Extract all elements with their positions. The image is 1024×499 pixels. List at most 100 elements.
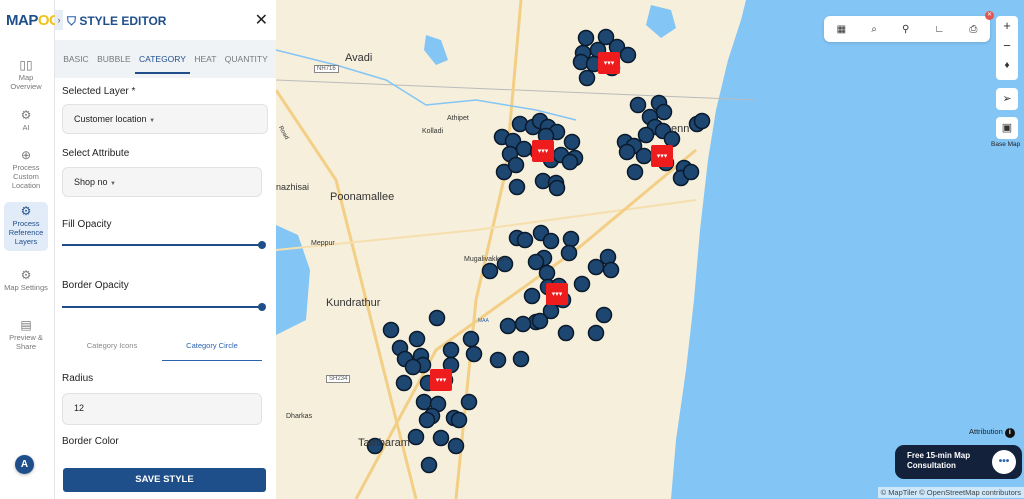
customer-location-marker[interactable]	[682, 163, 700, 181]
customer-location-marker[interactable]	[489, 351, 507, 369]
selected-layer-select[interactable]: Customer location ▼	[62, 104, 268, 134]
slider-handle[interactable]	[258, 241, 266, 249]
border-opacity-slider[interactable]	[62, 303, 266, 311]
zoom-in-button[interactable]: +	[1003, 18, 1011, 33]
shop-icon[interactable]	[651, 145, 673, 167]
customer-location-marker[interactable]	[462, 330, 480, 348]
customer-location-marker[interactable]	[420, 456, 438, 474]
customer-location-marker[interactable]	[465, 345, 483, 363]
customer-location-marker[interactable]	[404, 358, 422, 376]
customer-location-marker[interactable]	[562, 230, 580, 248]
tab-quantity[interactable]: QUANTITY	[224, 54, 268, 64]
avatar[interactable]: A	[15, 455, 34, 474]
customer-location-marker[interactable]	[563, 133, 581, 151]
map-canvas[interactable]: ▾▾▾ ▾▾▾ ▾▾▾ ▾▾▾ ▾▾▾ Avadi NH716 Athipet Koll…	[276, 0, 1024, 499]
customer-location-marker[interactable]	[382, 321, 400, 339]
pin-icon[interactable]: ⚲	[901, 23, 910, 35]
tab-heat[interactable]: HEAT	[194, 54, 217, 64]
customer-location-marker[interactable]	[561, 153, 579, 171]
customer-location-marker[interactable]	[516, 231, 534, 249]
customer-location-marker[interactable]	[407, 428, 425, 446]
subtab-category-circle[interactable]: Category Circle	[162, 335, 262, 361]
customer-location-marker[interactable]	[428, 309, 446, 327]
customer-location-marker[interactable]	[508, 178, 526, 196]
attribution-button[interactable]: Attribution i	[969, 427, 1015, 438]
customer-location-marker[interactable]	[595, 306, 613, 324]
consultation-button[interactable]: Free 15-min Map Consultation •••	[895, 445, 1022, 479]
customer-location-marker[interactable]	[587, 324, 605, 342]
tab-category[interactable]: CATEGORY	[135, 40, 190, 78]
tab-basic[interactable]: BASIC	[63, 54, 89, 64]
fill-opacity-slider[interactable]	[62, 241, 266, 249]
print-icon[interactable]: ⎙	[969, 23, 978, 35]
customer-location-marker[interactable]	[548, 179, 566, 197]
customer-location-marker[interactable]	[655, 103, 673, 121]
customer-location-marker[interactable]	[450, 411, 468, 429]
customer-location-marker[interactable]	[495, 163, 513, 181]
customer-location-marker[interactable]	[619, 46, 637, 64]
customer-location-marker[interactable]	[587, 258, 605, 276]
rail-item-ai[interactable]: ⚙ AI	[4, 106, 48, 137]
toolbar-close-button[interactable]: ✕	[985, 11, 994, 20]
customer-location-marker[interactable]	[618, 143, 636, 161]
customer-location-marker[interactable]	[442, 341, 460, 359]
search-icon[interactable]: ⌕	[871, 23, 877, 35]
customer-location-marker[interactable]	[560, 244, 578, 262]
customer-location-marker[interactable]	[597, 28, 615, 46]
map-icon[interactable]: ▦	[836, 23, 847, 35]
customer-location-marker[interactable]	[507, 156, 525, 174]
boot-icon[interactable]: ∟	[934, 23, 945, 35]
tab-bubble[interactable]: BUBBLE	[97, 54, 131, 64]
radius-input[interactable]: 12	[62, 393, 262, 425]
customer-location-marker[interactable]	[408, 330, 426, 348]
customer-location-marker[interactable]	[542, 232, 560, 250]
customer-location-marker[interactable]	[432, 429, 450, 447]
customer-location-marker[interactable]	[515, 140, 533, 158]
customer-location-marker[interactable]	[447, 437, 465, 455]
shop-icon[interactable]	[430, 369, 452, 391]
subtab-category-icons[interactable]: Category Icons	[86, 341, 138, 350]
customer-location-marker[interactable]	[531, 312, 549, 330]
customer-location-marker[interactable]	[602, 261, 620, 279]
customer-location-marker[interactable]	[523, 287, 541, 305]
customer-location-marker[interactable]	[693, 112, 711, 130]
shop-icon[interactable]	[532, 140, 554, 162]
basemap-button[interactable]: ▣	[996, 117, 1018, 139]
customer-location-marker[interactable]	[415, 393, 433, 411]
customer-location-marker[interactable]	[557, 324, 575, 342]
customer-location-marker[interactable]	[538, 264, 556, 282]
shop-icon[interactable]	[546, 283, 568, 305]
attribute-select[interactable]: Shop no ▼	[62, 167, 262, 197]
customer-location-marker[interactable]	[512, 350, 530, 368]
customer-location-marker[interactable]	[637, 126, 655, 144]
locate-button[interactable]: ➢	[996, 88, 1018, 110]
customer-location-marker[interactable]	[573, 275, 591, 293]
customer-location-marker[interactable]	[629, 96, 647, 114]
rail-item-preview-share[interactable]: ▤ Preview & Share	[4, 316, 48, 356]
close-button[interactable]: ✕	[254, 12, 268, 29]
expand-button[interactable]: ›	[55, 10, 63, 30]
customer-location-marker[interactable]	[496, 255, 514, 273]
customer-location-marker[interactable]	[626, 163, 644, 181]
customer-location-marker[interactable]	[635, 147, 653, 165]
customer-location-marker[interactable]	[527, 253, 545, 271]
customer-location-marker[interactable]	[514, 315, 532, 333]
slider-handle[interactable]	[258, 303, 266, 311]
customer-location-marker[interactable]	[460, 393, 478, 411]
shop-icon[interactable]	[598, 52, 620, 74]
rail-item-map-settings[interactable]: ⚙ Map Settings	[4, 268, 48, 292]
rail-item-process-reference-layers[interactable]: ⚙ Process Reference Layers	[4, 202, 48, 251]
save-style-button[interactable]: SAVE STYLE	[63, 468, 266, 492]
customer-location-marker[interactable]	[366, 437, 384, 455]
customer-location-marker[interactable]	[418, 411, 436, 429]
logo[interactable]: MAPOG	[6, 12, 61, 29]
customer-location-marker[interactable]	[577, 29, 595, 47]
rail-item-map-overview[interactable]: ▯▯ Map Overview	[4, 56, 48, 96]
customer-location-marker[interactable]	[395, 374, 413, 392]
customer-location-marker[interactable]	[481, 262, 499, 280]
rail-item-process-custom-location[interactable]: ⊕ Process Custom Location	[4, 146, 48, 195]
zoom-out-button[interactable]: −	[1003, 38, 1011, 53]
customer-location-marker[interactable]	[499, 317, 517, 335]
customer-location-marker[interactable]	[578, 69, 596, 87]
compass-icon[interactable]: ♦	[1004, 60, 1010, 71]
